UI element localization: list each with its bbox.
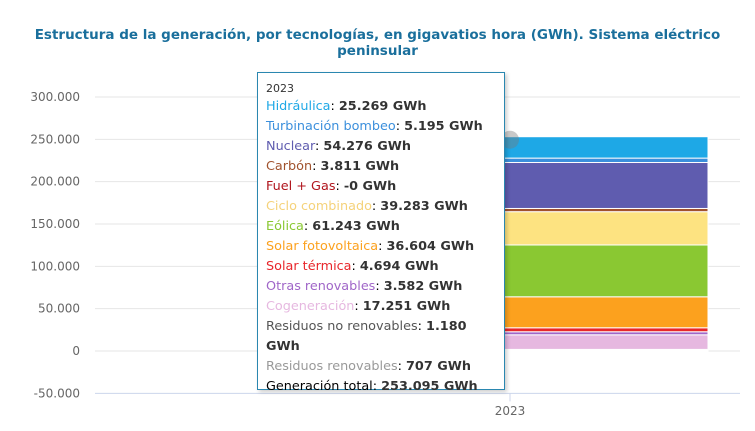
tooltip-header: 2023 [266,82,294,95]
tooltip-row: Solar fotovoltaica: 36.604 GWh [266,239,475,254]
y-tick-label: 200.000 [30,175,80,189]
tooltip-row: Solar térmica: 4.694 GWh [266,259,439,274]
tooltip-total: Generación total: 253.095 GWh [266,379,478,394]
tooltip-row: Otras renovables: 3.582 GWh [266,279,463,294]
tooltip-row: Eólica: 61.243 GWh [266,219,400,234]
y-tick-label: 100.000 [30,259,80,273]
tooltip-row: Residuos no renovables: 1.180 GWh [266,319,467,354]
y-tick-label: 0 [72,344,80,358]
tooltip-row: Nuclear: 54.276 GWh [266,139,411,154]
y-tick-label: 250.000 [30,132,80,146]
tooltip-row: Cogeneración: 17.251 GWh [266,299,451,314]
y-tick-label: -50.000 [34,386,80,400]
tooltip: 2023 Hidráulica: 25.269 GWh Turbinación b… [257,72,505,394]
y-tick-label: 50.000 [38,302,80,316]
chart-title: Estructura de la generación, por tecnolo… [34,27,721,59]
tooltip-row: Hidráulica: 25.269 GWh [266,99,427,114]
hover-marker [501,130,519,149]
tooltip-row: Fuel + Gas: -0 GWh [266,179,397,194]
tooltip-row: Carbón: 3.811 GWh [266,159,400,174]
tooltip-row: Residuos renovables: 707 GWh [266,359,471,374]
x-tick-label: 2023 [495,404,526,418]
y-tick-label: 300.000 [30,90,80,104]
y-tick-label: 150.000 [30,217,80,231]
tooltip-row: Turbinación bombeo: 5.195 GWh [266,119,483,134]
tooltip-row: Ciclo combinado: 39.283 GWh [266,199,468,214]
